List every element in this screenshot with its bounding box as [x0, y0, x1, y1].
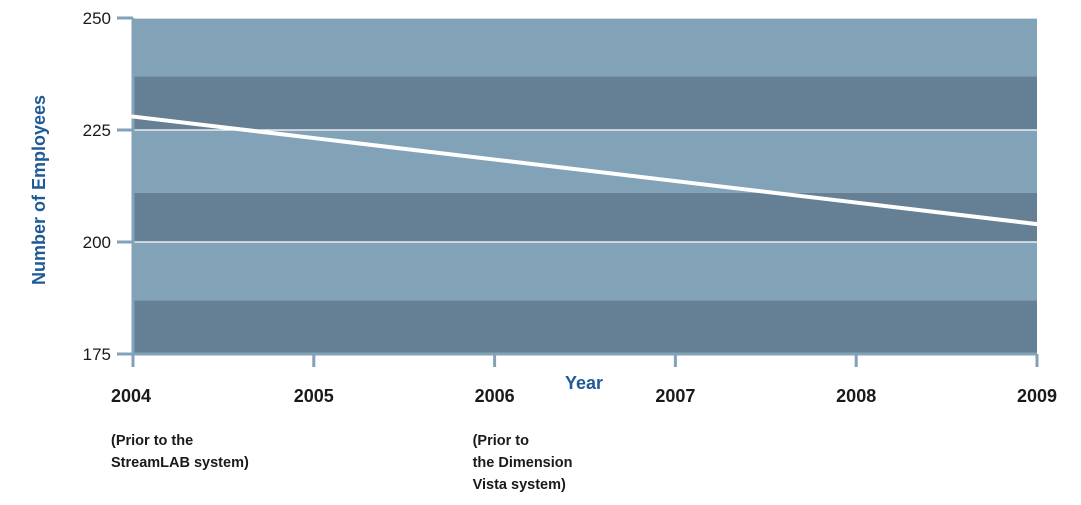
annotation-2004: (Prior to the StreamLAB system): [111, 430, 249, 474]
x-tick-label-2006: 2006: [475, 386, 515, 406]
background-bands: [133, 18, 1037, 354]
background-band-5: [133, 300, 1037, 354]
annotation-2006: (Prior to the Dimension Vista system): [473, 430, 573, 496]
x-tick-label-2005: 2005: [294, 386, 334, 406]
x-tick-label-2009: 2009: [1017, 386, 1057, 406]
x-tick-label-2008: 2008: [836, 386, 876, 406]
y-axis-title: Number of Employees: [29, 95, 49, 285]
y-tick-label-250: 250: [83, 9, 111, 28]
y-tick-label-200: 200: [83, 233, 111, 252]
y-tick-label-175: 175: [83, 345, 111, 364]
x-tick-label-2007: 2007: [655, 386, 695, 406]
background-band-2: [133, 130, 1037, 193]
background-band-0: [133, 18, 1037, 76]
y-tick-label-225: 225: [83, 121, 111, 140]
background-band-1: [133, 76, 1037, 130]
x-axis-title: Year: [565, 373, 603, 393]
background-band-4: [133, 242, 1037, 300]
background-band-3: [133, 193, 1037, 242]
x-tick-label-2004: 2004: [111, 386, 151, 406]
